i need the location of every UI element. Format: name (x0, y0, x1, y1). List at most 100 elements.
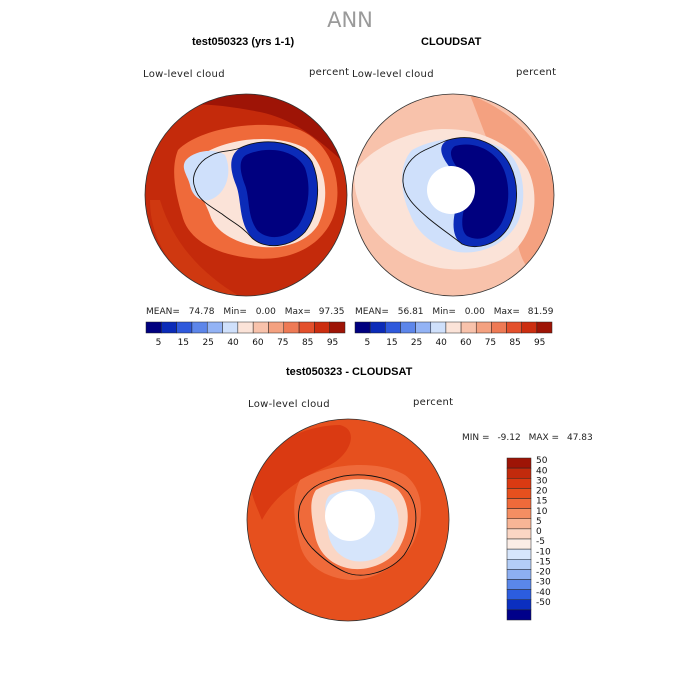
colorbar-cloudsat-tick-label: 60 (460, 338, 472, 348)
colorbar-difference-swatch (506, 589, 532, 601)
map-difference (247, 419, 449, 621)
colorbar-model-swatch (206, 321, 223, 334)
map-difference-border (246, 418, 450, 622)
panel2-variable-label: Low-level cloud (352, 69, 434, 80)
colorbar-difference-tick-label: -40 (536, 588, 551, 598)
panel2-mean-value: 56.81 (397, 307, 424, 317)
colorbar-model-tick-label: 5 (156, 338, 162, 348)
panel3-title: test050323 - CLOUDSAT (286, 366, 413, 378)
colorbar-model-tick-label: 15 (178, 338, 189, 348)
colorbar-model-swatch (191, 321, 208, 334)
colorbar-model-swatch (298, 321, 315, 334)
colorbar-difference-tick-label: 5 (536, 517, 542, 527)
panel1-units-label: percent (309, 67, 350, 78)
panel1-max-value: 97.35 (318, 307, 345, 317)
colorbar-cloudsat-tick-label: 5 (364, 338, 370, 348)
colorbar-model-tick-label: 60 (252, 338, 264, 348)
colorbar-difference-swatch (506, 609, 532, 621)
panel1-variable-label: Low-level cloud (143, 69, 225, 80)
colorbar-difference-swatch (506, 498, 532, 509)
map-model-mid-region (150, 200, 246, 296)
colorbar-difference-tick-label: -50 (536, 598, 551, 608)
map-difference-polar-gap (325, 491, 375, 541)
map-cloudsat (352, 94, 554, 296)
panel3-min-value: -9.12 (497, 433, 521, 443)
panel1-min-label: Min= (223, 307, 247, 317)
colorbar-difference-tick-label: -10 (536, 547, 551, 557)
map-model-coastline (193, 141, 318, 247)
panel3-variable-label: Low-level cloud (248, 399, 330, 410)
map-cloudsat-ice-core (450, 144, 509, 239)
colorbar-difference-swatch (506, 508, 532, 520)
colorbar-cloudsat-swatch (536, 321, 553, 334)
colorbar-difference-tick-label: 40 (536, 466, 548, 476)
colorbar-model-swatch (314, 321, 330, 334)
map-model-border (144, 93, 348, 297)
panel2-units-label: percent (516, 67, 557, 78)
map-model-ice-sheet-core (240, 149, 309, 238)
panel1-max-label: Max= (284, 307, 311, 317)
colorbar-model-swatch (252, 321, 269, 334)
colorbar-model-swatch (268, 321, 285, 334)
colorbar-model-tick-label: 85 (302, 338, 313, 348)
colorbar-difference-swatch (506, 548, 532, 560)
colorbar-difference-swatch (506, 559, 532, 570)
colorbar-model-swatch (161, 321, 177, 334)
colorbar-model-swatch (222, 321, 239, 334)
colorbar-difference-swatch (506, 467, 532, 479)
colorbar-cloudsat-swatch (354, 321, 371, 334)
map-model-high-region (145, 94, 347, 170)
panel1-stats: MEAN= 74.78 Min= 0.00 Max= 97.35 (146, 307, 345, 317)
colorbar-difference-swatch (506, 518, 532, 530)
panel2-max-label: Max= (493, 307, 520, 317)
panel3-max-value: 47.83 (566, 433, 593, 443)
colorbar-difference-swatch (506, 528, 532, 540)
colorbar-cloudsat-swatch (475, 321, 492, 334)
colorbar-model-tick-label: 25 (202, 338, 213, 348)
colorbar-model: 5 15 25 40 60 75 85 95 (145, 321, 346, 348)
colorbar-cloudsat-swatch (506, 321, 522, 334)
panel3-units-label: percent (413, 397, 454, 408)
colorbar-difference-swatch (506, 538, 532, 550)
colorbar-model-swatch (145, 321, 162, 334)
panel1-mean-value: 74.78 (188, 307, 215, 317)
colorbar-difference-swatch (506, 478, 532, 489)
map-difference-coastline (298, 474, 417, 576)
colorbar-difference-swatch (506, 599, 532, 611)
panel3-min-label: MIN = (462, 433, 490, 443)
colorbar-cloudsat-swatch (385, 321, 401, 334)
colorbar-difference-swatch (506, 457, 532, 469)
colorbar-cloudsat-tick-label: 25 (411, 338, 422, 348)
colorbar-model-swatch (176, 321, 193, 334)
colorbar-difference-tick-label: -20 (536, 568, 551, 578)
colorbar-difference-tick-label: 15 (536, 497, 547, 507)
colorbar-cloudsat-swatch (460, 321, 477, 334)
panel2-mean-label: MEAN= (355, 307, 389, 317)
colorbar-difference-tick-label: -30 (536, 578, 551, 588)
colorbar-model-tick-label: 95 (327, 338, 338, 348)
figure-title: ANN (327, 8, 373, 32)
panel2-min-value: 0.00 (464, 307, 485, 317)
colorbar-cloudsat-swatch (521, 321, 538, 334)
colorbar-difference-tick-label: 30 (536, 476, 548, 486)
colorbar-cloudsat-swatch (400, 321, 416, 334)
colorbar-cloudsat-tick-label: 40 (435, 338, 447, 348)
colorbar-model-tick-label: 40 (227, 338, 239, 348)
panel1-min-value: 0.00 (255, 307, 276, 317)
map-cloudsat-polar-gap (427, 166, 475, 214)
colorbar-model-swatch (329, 321, 346, 334)
panel2-min-label: Min= (432, 307, 456, 317)
panel3-stats: MIN = -9.12 MAX = 47.83 (462, 433, 593, 443)
colorbar-difference-tick-label: 10 (536, 507, 548, 517)
colorbar-difference-swatch (506, 569, 532, 580)
panel2-title: CLOUDSAT (421, 36, 482, 48)
colorbar-cloudsat: 5 15 25 40 60 75 85 95 (354, 321, 553, 348)
panel1-mean-label: MEAN= (146, 307, 180, 317)
colorbar-difference-tick-label: 0 (536, 527, 542, 537)
panel2-max-value: 81.59 (527, 307, 554, 317)
colorbar-cloudsat-swatch (430, 321, 447, 334)
colorbar-model-swatch (283, 321, 300, 334)
map-model (145, 94, 347, 296)
